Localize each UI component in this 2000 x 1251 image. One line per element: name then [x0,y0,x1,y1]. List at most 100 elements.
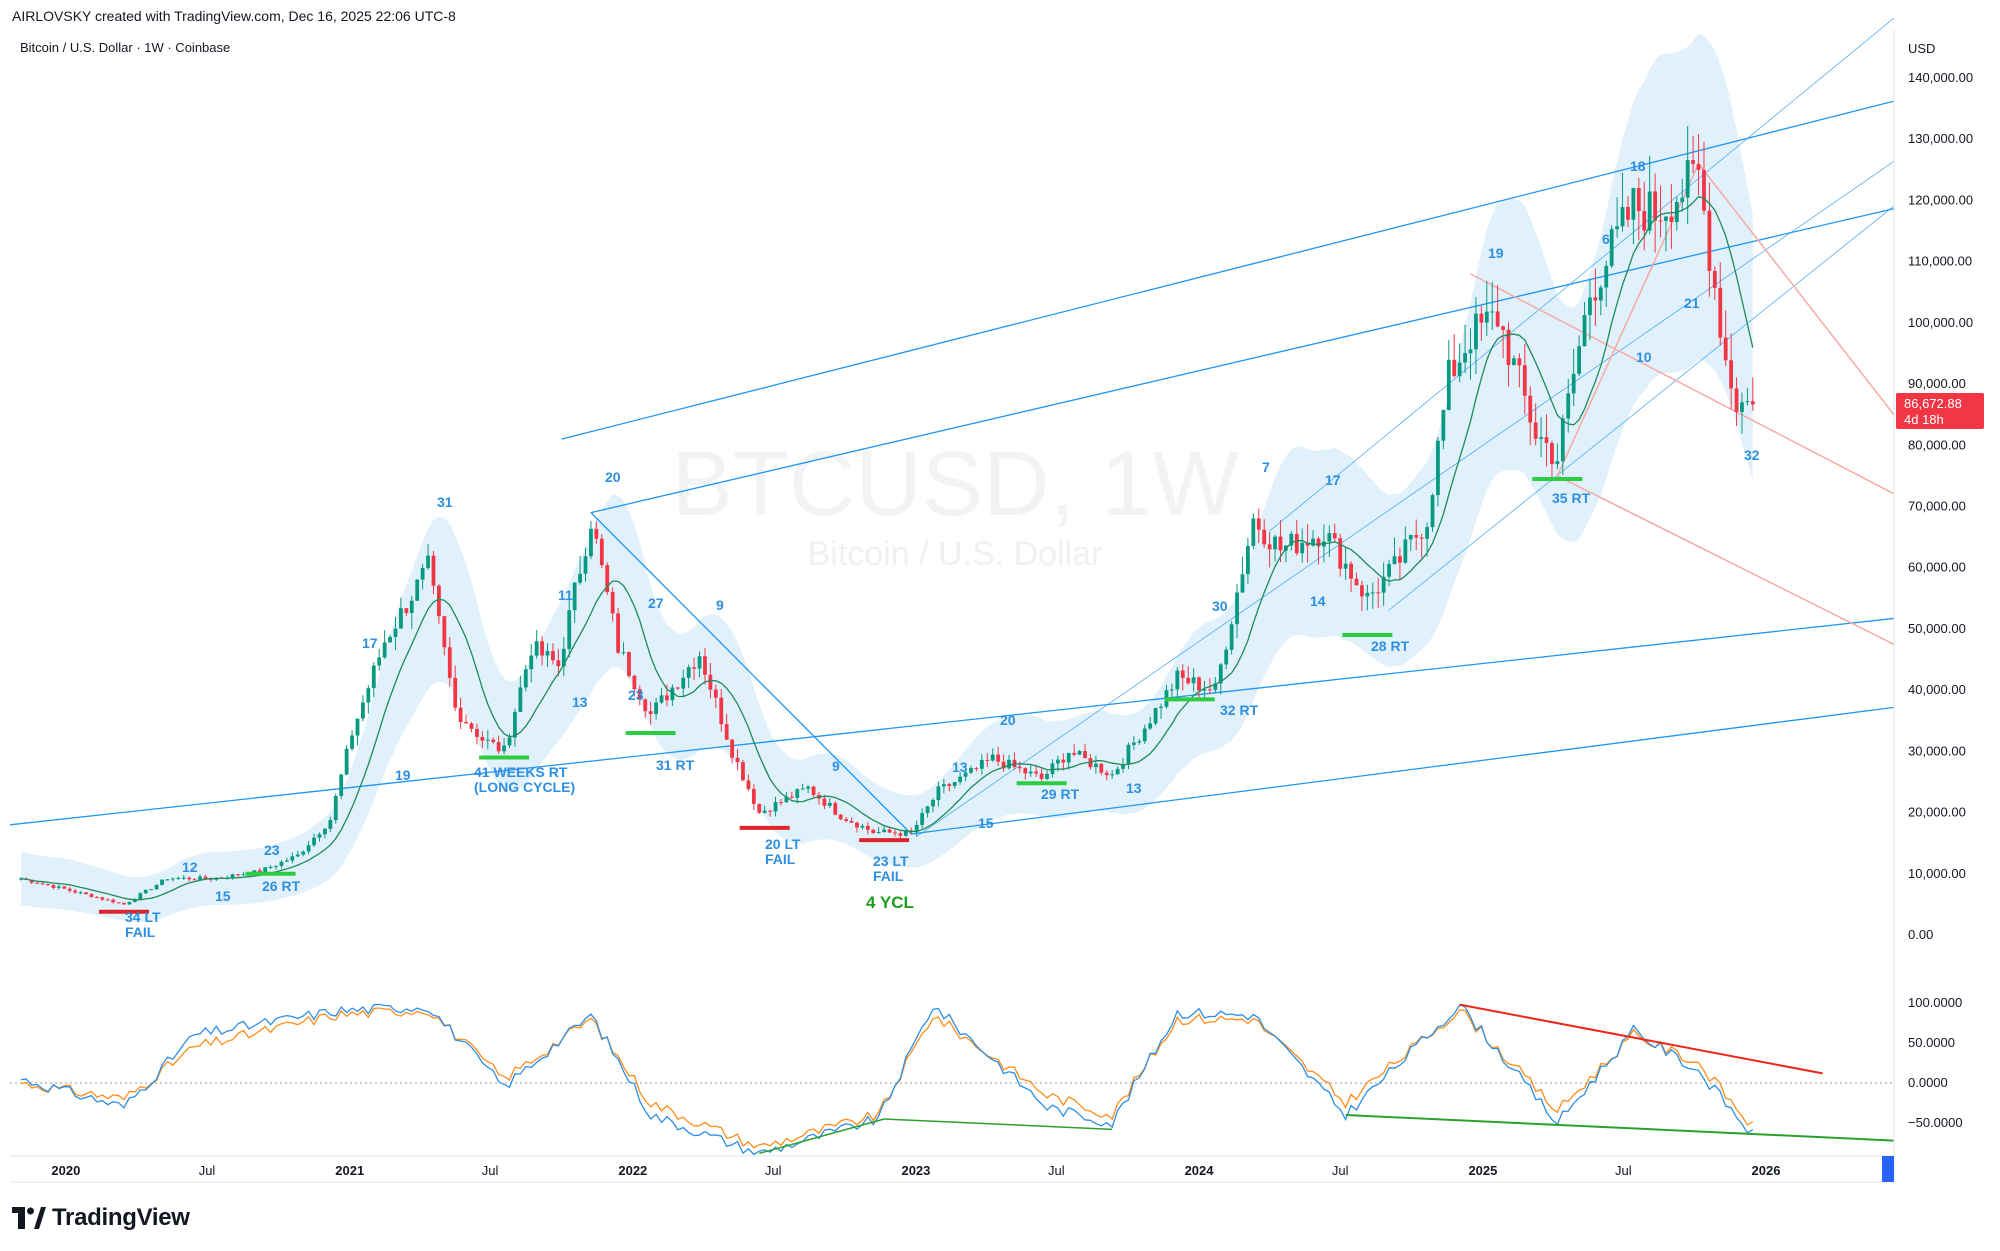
watermark-symbol: BTCUSD, 1W [671,433,1239,535]
candle-body [496,742,501,752]
price-tick: 80,000.00 [1908,437,1966,452]
candle-body [1696,163,1701,170]
time-axis[interactable]: 2020 Jul 2021 Jul 2022 Jul 2023 Jul 2024 Jul 2025 J… [10,1155,1894,1183]
candle-body [806,786,811,789]
candle-body [985,759,990,761]
candle-body [822,798,827,806]
candle-body [426,555,430,568]
cycle-label: 4 YCL [866,893,914,912]
candle-body [1598,287,1603,301]
candle-body [67,888,72,891]
price-tick: 90,000.00 [1908,376,1966,391]
time-label: 2021 [335,1163,364,1178]
candle-body [1506,329,1511,366]
candle-body [1072,753,1077,755]
candle-body [279,861,284,866]
candle-body [860,825,865,828]
cycle-num: 18 [1630,158,1646,174]
candle-body [388,636,392,643]
candle-body [833,803,838,815]
candle-body [1273,536,1277,550]
candle-body [165,879,170,881]
divergence-line-2023 [884,1118,1113,1131]
candle-body [1381,576,1386,593]
fork-median [1470,273,1895,495]
candle-body [1452,359,1457,377]
candle-body [1712,270,1717,288]
candle-body [1626,206,1630,220]
candle-body [974,768,979,770]
candle-body [990,754,995,761]
candle-body [931,799,935,807]
price-tick: 40,000.00 [1908,682,1966,697]
candle-body [800,788,805,790]
candle-body [1463,353,1467,363]
axis-corner-marker[interactable] [1882,1156,1894,1182]
candle-body [40,883,45,885]
candle-body [697,656,702,669]
candle-body [1555,461,1560,465]
low-label: 23 LT [873,853,909,869]
time-label: 2023 [901,1163,930,1178]
candle-body [1544,437,1549,443]
candle-body [1365,592,1370,597]
candle-body [1240,574,1245,593]
candle-body [111,899,116,903]
time-label: Jul [199,1163,216,1178]
candle-body [849,820,854,823]
cycle-num: 15 [978,815,994,831]
candle-body [475,728,479,738]
candle-body [1110,774,1115,776]
low-label: 35 RT [1552,490,1591,506]
candle-body [1099,763,1104,773]
cycle-num: 17 [1325,472,1341,488]
candle-body [1490,311,1495,313]
candle-body [795,789,800,798]
cycle-num: 15 [215,888,231,904]
candle-body [589,528,593,557]
candle-body [56,886,61,888]
candle-body [170,878,175,880]
symbol-title: Bitcoin / U.S. Dollar · 1W · Coinbase [20,40,231,55]
oscillator-pane [10,1003,1895,1156]
candle-body [605,565,610,593]
candle-body [333,795,338,821]
candle-body [339,774,344,796]
low-label: 20 LT [765,836,801,852]
trend-channels [9,17,1895,838]
candle-body [1745,401,1750,403]
candle-body [1392,556,1397,565]
candle-body [1055,759,1060,764]
candle-body [1235,592,1239,625]
candle-body [1512,358,1516,366]
candle-body [523,669,528,688]
time-label: 2026 [1752,1163,1781,1178]
price-scale[interactable]: USD 140,000.00 130,000.00 120,000.00 110,00… [1893,30,1984,1180]
candle-body [1398,556,1402,563]
candle-body [1077,751,1082,755]
candle-body [659,695,664,703]
candle-body [735,757,740,763]
candle-body [1115,768,1120,775]
candle-body [545,651,550,656]
candle-body [768,810,773,812]
candle-body [1256,518,1261,530]
cycle-num: 7 [1262,459,1270,475]
candle-body [627,652,631,676]
candle-body [1251,518,1256,546]
candle-body [914,824,919,833]
price-tick: 30,000.00 [1908,743,1966,758]
candle-body [1582,315,1587,347]
candle-body [382,642,387,658]
cycle-num: 12 [182,859,198,875]
candle-body [377,657,382,666]
time-label: Jul [482,1163,499,1178]
cycle-number-labels: 31 20 17 11 27 9 19 13 23 9 12 23 15 13 … [182,158,1760,904]
candle-body [599,538,604,566]
currency-label: USD [1908,41,1935,56]
candle-body [540,641,544,656]
divergence-line-2022 [759,1118,885,1155]
candle-body [1631,187,1636,220]
candle-body [458,707,463,722]
